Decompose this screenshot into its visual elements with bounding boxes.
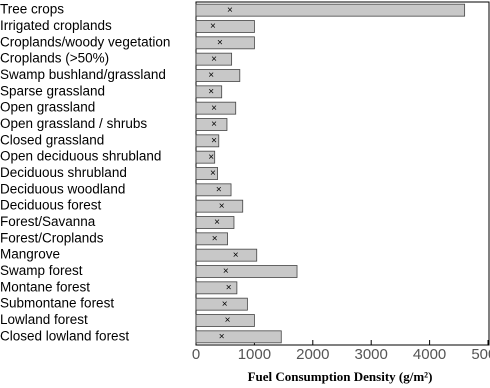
bar bbox=[195, 85, 223, 99]
x-tick-label: 2000 bbox=[296, 346, 329, 363]
bar bbox=[195, 216, 235, 229]
category-label: Croplands/woody vegetation bbox=[0, 34, 170, 49]
bar bbox=[195, 232, 228, 246]
bar bbox=[195, 52, 233, 66]
bar bbox=[195, 69, 241, 82]
marker: × bbox=[211, 54, 217, 65]
category-label: Irrigated croplands bbox=[0, 18, 112, 33]
marker: × bbox=[223, 266, 229, 277]
marker: × bbox=[211, 135, 217, 146]
x-tick-label: 1000 bbox=[238, 346, 271, 363]
plot-frame bbox=[195, 1, 490, 346]
bar bbox=[195, 167, 219, 180]
category-label: Deciduous woodland bbox=[0, 181, 125, 196]
x-axis-label: Fuel Consumption Density (g/m²) bbox=[248, 369, 433, 384]
bar bbox=[195, 297, 248, 311]
category-label: Open deciduous shrubland bbox=[0, 149, 161, 164]
category-label: Closed lowland forest bbox=[0, 328, 129, 343]
marker: × bbox=[222, 299, 228, 310]
x-tick-label: 0 bbox=[192, 346, 200, 363]
marker: × bbox=[208, 152, 214, 163]
marker: × bbox=[233, 250, 239, 261]
marker: × bbox=[214, 217, 220, 228]
bar bbox=[195, 281, 238, 295]
bar bbox=[195, 314, 255, 327]
x-tick-label: 3000 bbox=[355, 346, 388, 363]
marker: × bbox=[219, 201, 225, 212]
bar bbox=[195, 3, 466, 17]
category-label: Montane forest bbox=[0, 279, 90, 294]
category-label: Open grassland bbox=[0, 100, 95, 115]
category-label: Deciduous shrubland bbox=[0, 165, 127, 180]
bar bbox=[195, 101, 237, 115]
marker: × bbox=[212, 233, 218, 244]
category-label: Deciduous forest bbox=[0, 198, 102, 213]
bar bbox=[195, 134, 220, 148]
x-tick-label: 4000 bbox=[413, 346, 446, 363]
category-label: Mangrove bbox=[0, 247, 60, 262]
marker: × bbox=[219, 331, 225, 342]
bar bbox=[195, 199, 244, 213]
category-label: Forest/Savanna bbox=[0, 214, 96, 229]
marker: × bbox=[211, 119, 217, 130]
marker: × bbox=[211, 103, 217, 114]
marker: × bbox=[225, 315, 231, 326]
marker: × bbox=[210, 21, 216, 32]
category-label: Tree crops bbox=[0, 2, 64, 17]
category-label: Croplands (>50%) bbox=[0, 51, 109, 66]
marker: × bbox=[208, 86, 214, 97]
marker: × bbox=[217, 37, 223, 48]
category-label: Open grassland / shrubs bbox=[0, 116, 147, 131]
category-label: Closed grassland bbox=[0, 132, 104, 147]
bar bbox=[195, 248, 258, 262]
category-label: Swamp forest bbox=[0, 263, 83, 278]
marker: × bbox=[208, 70, 214, 81]
bar bbox=[195, 36, 255, 50]
bar bbox=[195, 20, 255, 33]
bar bbox=[195, 265, 298, 278]
bar bbox=[195, 330, 282, 344]
marker: × bbox=[227, 5, 233, 16]
marker: × bbox=[226, 282, 232, 293]
bar bbox=[195, 118, 228, 131]
marker: × bbox=[210, 168, 216, 179]
category-label: Lowland forest bbox=[0, 312, 88, 327]
bar bbox=[195, 150, 216, 164]
category-label: Forest/Croplands bbox=[0, 230, 104, 245]
bar bbox=[195, 183, 232, 197]
category-label: Submontane forest bbox=[0, 296, 114, 311]
category-label: Sparse grassland bbox=[0, 83, 105, 98]
category-label: Swamp bushland/grassland bbox=[0, 67, 166, 82]
x-tick-label: 5000 bbox=[471, 346, 490, 363]
marker: × bbox=[216, 184, 222, 195]
